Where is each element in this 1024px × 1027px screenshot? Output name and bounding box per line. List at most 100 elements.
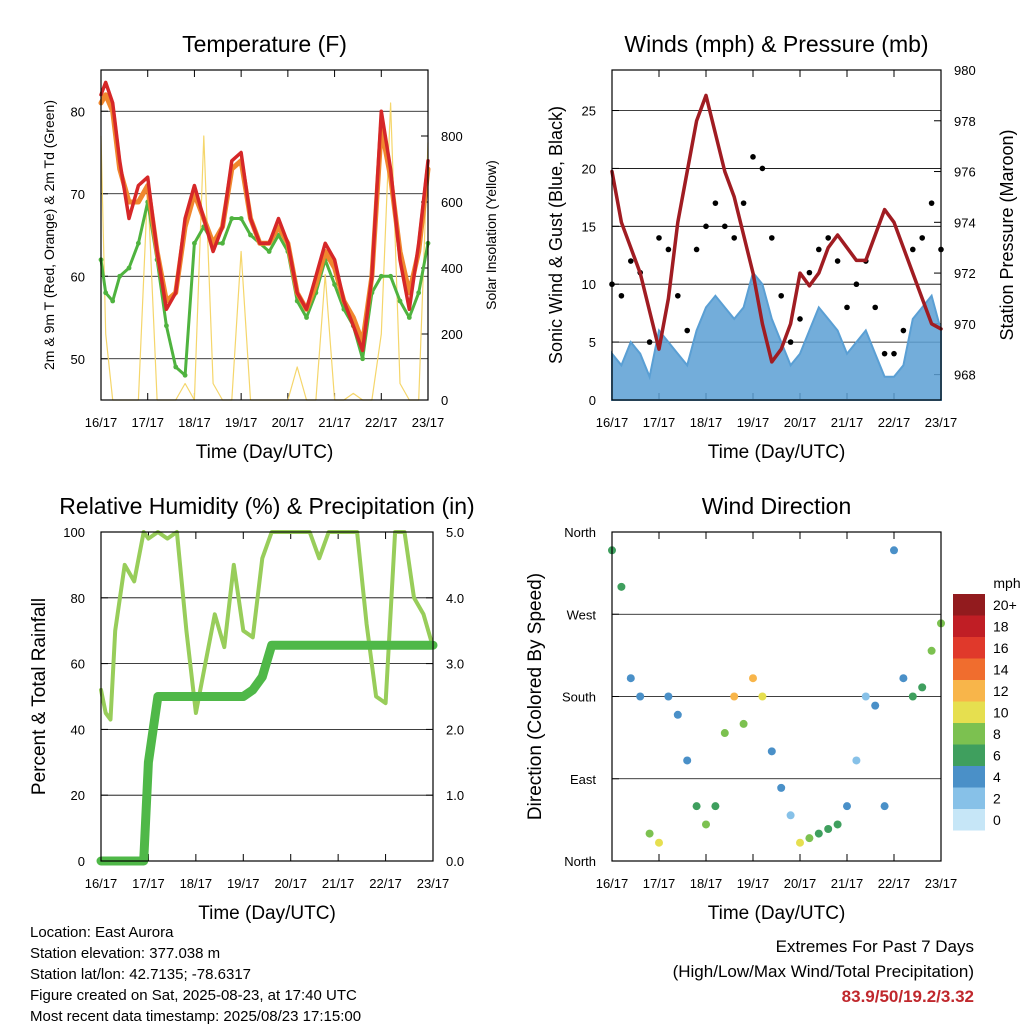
ytick-label-2-1: 20 <box>71 788 85 803</box>
gust-point <box>693 246 700 253</box>
legend-label-5: 10 <box>993 704 1009 720</box>
wind-direction-point <box>899 674 908 683</box>
dewpoint-point <box>397 298 403 304</box>
xtick-label-0-3: 19/17 <box>225 415 258 430</box>
wind-direction-point <box>767 747 776 756</box>
xtick-label-1-0: 16/17 <box>596 415 629 430</box>
dewpoint-point <box>135 240 141 246</box>
dewpoint-point <box>192 240 197 246</box>
y2tick-label-1-4: 976 <box>954 165 976 180</box>
location-text: Location: East Aurora <box>30 924 174 941</box>
ytick-label-3-2: South <box>562 690 596 705</box>
x-axis-label-2: Time (Day/UTC) <box>198 903 336 924</box>
dewpoint-point <box>406 315 412 320</box>
ytick-label-2-3: 60 <box>71 657 85 672</box>
xtick-label-1-2: 18/17 <box>690 415 723 430</box>
dewpoint-point <box>248 232 253 238</box>
ytick-label-1-4: 20 <box>582 161 596 176</box>
xtick-label-3-3: 19/17 <box>737 876 770 891</box>
wind-direction-point <box>777 783 786 792</box>
elevation-text: Station elevation: 377.038 m <box>30 945 221 962</box>
gust-point <box>853 281 860 288</box>
ytick-label-1-2: 10 <box>582 277 596 292</box>
dewpoint-point <box>416 290 422 296</box>
gust-point <box>834 258 841 264</box>
legend-swatch-1 <box>953 787 985 809</box>
ytick-label-3-1: East <box>570 772 596 787</box>
xtick-label-1-4: 20/17 <box>784 415 817 430</box>
wind-direction-point <box>890 546 898 555</box>
y2tick-label-0-2: 400 <box>441 261 463 276</box>
dewpoint-point <box>103 290 109 296</box>
dewpoint-point <box>110 298 116 304</box>
xtick-label-2-1: 17/17 <box>132 876 165 891</box>
chart-title-0: Temperature (F) <box>182 31 347 57</box>
gust-point <box>684 327 690 334</box>
relative-humidity-line <box>99 530 435 722</box>
station-info: Location: East Aurora Station elevation:… <box>30 922 361 1027</box>
legend-label-6: 12 <box>993 683 1009 699</box>
wind-direction-point <box>918 683 927 692</box>
wind-direction-point <box>814 829 823 838</box>
wind-direction-point <box>692 802 701 811</box>
wind-direction-point <box>908 692 917 701</box>
gust-point <box>928 200 935 206</box>
xtick-label-3-1: 17/17 <box>643 876 676 891</box>
temperature-2m-line <box>99 80 430 353</box>
wind-direction-point <box>626 674 635 683</box>
wind-direction-point <box>786 811 795 820</box>
xtick-label-1-6: 22/17 <box>878 415 911 430</box>
wind-direction-point <box>673 710 682 719</box>
xtick-label-0-6: 22/17 <box>365 415 398 430</box>
ytick-label-0-2: 70 <box>71 187 85 202</box>
extremes-block: Extremes For Past 7 Days (High/Low/Max W… <box>673 934 974 1009</box>
xtick-label-0-2: 18/17 <box>178 415 211 430</box>
y-axis-label-2: Percent & Total Rainfall <box>29 598 50 795</box>
legend-swatch-7 <box>953 658 985 680</box>
gust-point <box>722 223 728 230</box>
ytick-label-1-0: 0 <box>589 393 596 408</box>
dewpoint-point <box>126 265 132 271</box>
legend-label-10: 20+ <box>993 597 1017 613</box>
ytick-label-2-4: 80 <box>71 591 85 606</box>
legend-swatch-8 <box>953 637 985 659</box>
y-axis-label-3: Direction (Colored By Speed) <box>525 573 546 820</box>
y2tick-label-2-3: 3.0 <box>446 657 464 672</box>
wind-direction-point <box>805 834 814 843</box>
xtick-label-2-4: 20/17 <box>274 876 307 891</box>
dewpoint-point <box>266 249 272 254</box>
legend-swatch-5 <box>953 701 985 723</box>
wind-direction-point <box>852 756 861 765</box>
ytick-label-3-0: North <box>564 854 596 869</box>
legend-label-4: 8 <box>993 726 1001 742</box>
x-axis-label-0: Time (Day/UTC) <box>196 442 334 463</box>
ytick-label-2-5: 100 <box>63 525 85 540</box>
xtick-label-1-7: 23/17 <box>925 415 958 430</box>
gust-point <box>712 200 719 206</box>
y2-axis-label-0: Solar Insolation (Yellow) <box>483 160 499 310</box>
x-axis-label-1: Time (Day/UTC) <box>708 442 846 463</box>
ytick-label-0-0: 50 <box>71 352 85 367</box>
gust-point <box>844 304 850 311</box>
ytick-label-0-3: 80 <box>71 104 85 119</box>
legend-swatch-2 <box>953 766 985 788</box>
legend-swatch-4 <box>953 723 985 745</box>
gust-point <box>703 223 709 230</box>
plot-border-3 <box>611 531 942 862</box>
y2tick-label-1-3: 974 <box>954 215 976 230</box>
total-precipitation-line <box>96 640 438 866</box>
wind-direction-point <box>664 692 673 701</box>
y2tick-label-0-0: 0 <box>441 393 448 408</box>
dewpoint-point <box>332 282 337 287</box>
wind-direction-point <box>617 582 626 591</box>
wind-direction-point <box>702 820 710 829</box>
xtick-label-3-6: 22/17 <box>878 876 911 891</box>
wind-direction-point <box>749 674 757 683</box>
ytick-label-1-5: 25 <box>582 104 596 119</box>
legend-label-7: 14 <box>993 661 1009 677</box>
ytick-label-3-3: West <box>567 607 597 622</box>
dewpoint-point <box>173 364 179 370</box>
y2tick-label-0-1: 200 <box>441 327 463 342</box>
gust-point <box>778 292 784 299</box>
